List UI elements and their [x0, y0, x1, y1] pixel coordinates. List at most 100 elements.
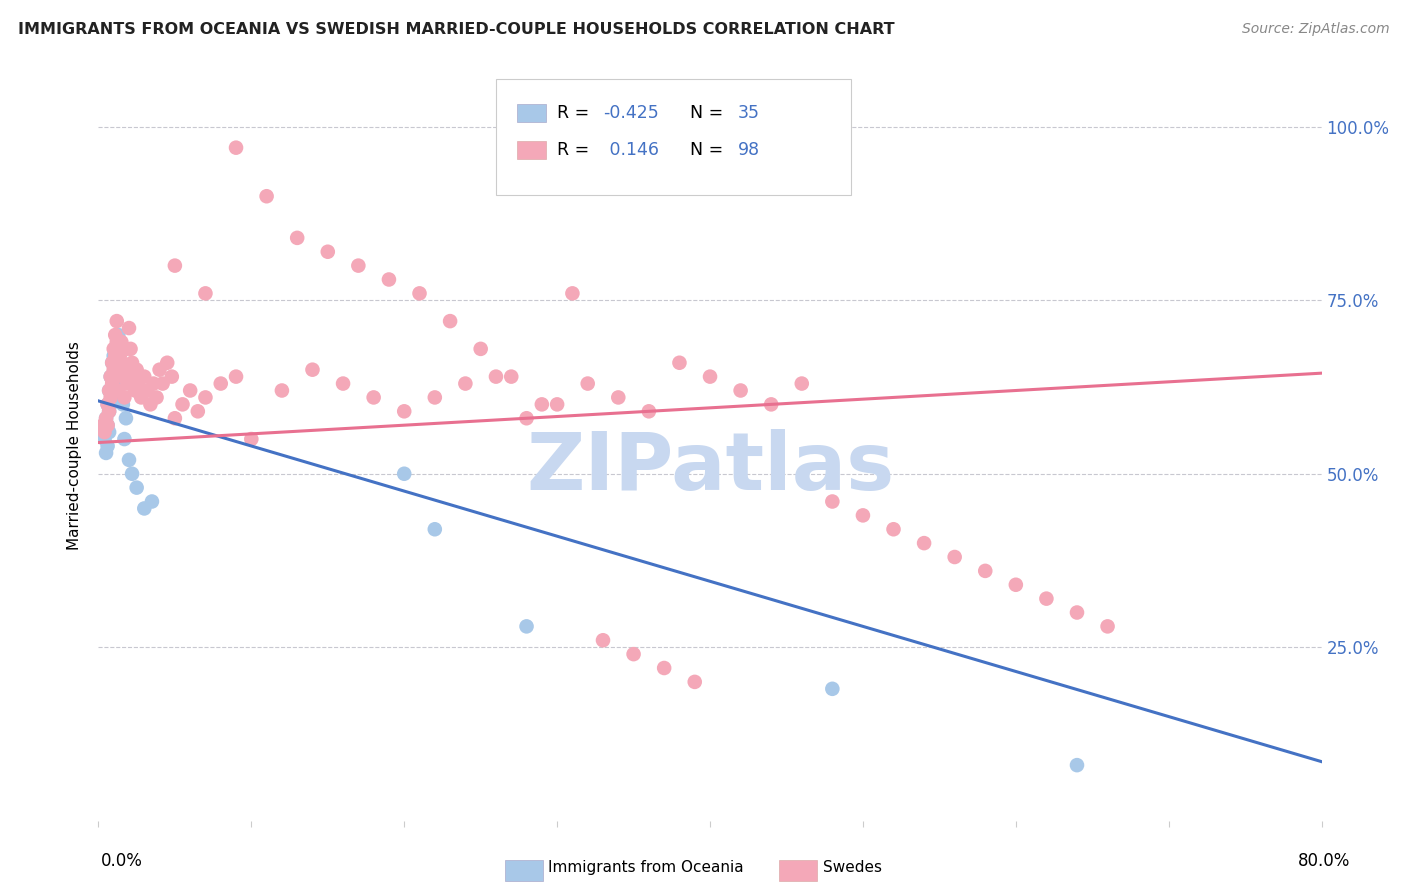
Point [209, 376, 232, 391]
Point [108, 334, 131, 349]
Point [100, 369, 122, 384]
Point [240, 432, 263, 446]
Point [270, 384, 292, 398]
Point [759, 397, 782, 411]
Point [101, 384, 124, 398]
Text: 80.0%: 80.0% [1298, 852, 1350, 870]
Point [125, 362, 148, 376]
Point [470, 342, 492, 356]
Point [821, 681, 844, 696]
Point [454, 376, 477, 391]
Point [115, 411, 138, 425]
Point [117, 376, 139, 391]
Text: 98: 98 [738, 141, 761, 159]
Point [378, 272, 401, 286]
FancyBboxPatch shape [496, 78, 851, 195]
Point [139, 397, 162, 411]
Text: -0.425: -0.425 [603, 103, 659, 121]
Point [439, 314, 461, 328]
Point [97, 439, 120, 453]
Point [142, 376, 165, 391]
Point [105, 342, 128, 356]
Point [225, 369, 247, 384]
Text: 35: 35 [738, 103, 761, 121]
Point [100, 391, 122, 405]
Point [110, 334, 132, 349]
Point [97, 397, 120, 411]
Point [301, 362, 323, 376]
Point [125, 481, 148, 495]
Point [516, 619, 538, 633]
Point [363, 391, 385, 405]
Point [118, 321, 141, 335]
Point [121, 356, 143, 370]
Point [392, 467, 416, 481]
Point [103, 349, 125, 363]
Point [501, 369, 523, 384]
Point [97, 418, 120, 433]
Point [122, 369, 145, 384]
Point [134, 369, 156, 384]
Point [485, 369, 508, 384]
Text: 0.146: 0.146 [603, 141, 658, 159]
Text: N =: N = [679, 141, 730, 159]
Text: ZIPatlas: ZIPatlas [526, 429, 894, 508]
Point [93, 425, 115, 439]
Point [943, 549, 966, 564]
Point [115, 342, 138, 356]
Point [423, 522, 446, 536]
Point [107, 384, 129, 398]
Point [112, 432, 135, 446]
Point [110, 369, 132, 384]
Point [98, 384, 121, 398]
Point [790, 376, 813, 391]
Point [912, 536, 935, 550]
Point [607, 391, 630, 405]
Text: 0.0%: 0.0% [101, 852, 143, 870]
Point [129, 391, 152, 405]
Point [1035, 591, 1057, 606]
Point [1066, 606, 1088, 620]
Point [136, 384, 159, 398]
Point [101, 356, 124, 370]
Point [127, 376, 149, 391]
Point [160, 369, 183, 384]
Point [637, 404, 661, 418]
Point [699, 369, 721, 384]
Point [576, 376, 599, 391]
FancyBboxPatch shape [517, 103, 546, 121]
Point [121, 467, 143, 481]
Point [152, 376, 174, 391]
Point [108, 349, 131, 363]
Point [103, 342, 125, 356]
Point [156, 356, 179, 370]
Point [172, 397, 194, 411]
Point [668, 356, 690, 370]
Point [100, 369, 122, 384]
Point [821, 494, 844, 508]
Point [94, 411, 117, 425]
Point [103, 376, 125, 391]
Point [98, 404, 121, 418]
Point [104, 328, 127, 343]
Point [105, 314, 128, 328]
Point [316, 244, 339, 259]
Point [332, 376, 354, 391]
Point [546, 397, 568, 411]
Point [149, 362, 172, 376]
Text: Immigrants from Oceania: Immigrants from Oceania [548, 861, 744, 875]
Point [104, 362, 127, 376]
Point [1004, 578, 1026, 592]
Point [101, 376, 124, 391]
Point [347, 259, 370, 273]
Point [104, 391, 127, 405]
Point [852, 508, 875, 523]
Point [101, 356, 124, 370]
Point [107, 362, 129, 376]
Point [163, 259, 186, 273]
Point [134, 501, 156, 516]
Point [974, 564, 997, 578]
Point [652, 661, 675, 675]
Point [111, 369, 134, 384]
Point [163, 411, 186, 425]
